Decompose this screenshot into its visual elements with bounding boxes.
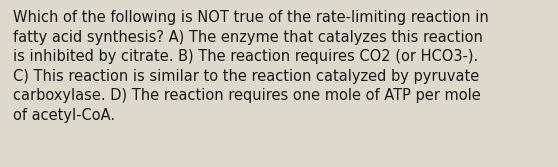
Text: Which of the following is NOT true of the rate-limiting reaction in
fatty acid s: Which of the following is NOT true of th…: [13, 10, 489, 123]
